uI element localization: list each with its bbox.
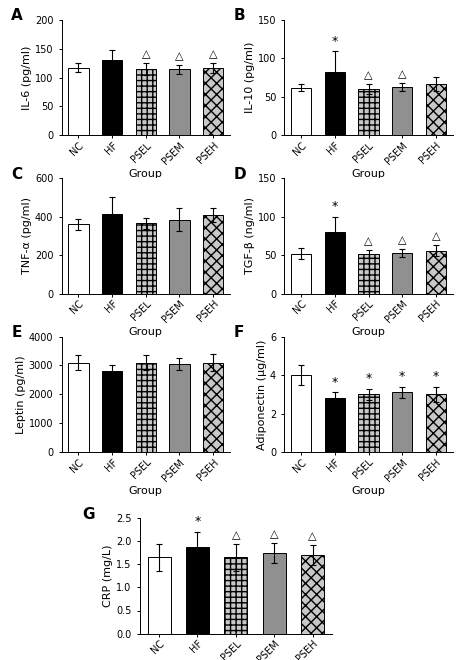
- Bar: [358, 395, 379, 452]
- Bar: [325, 398, 345, 452]
- Bar: [102, 214, 122, 294]
- Text: △: △: [175, 51, 183, 61]
- Bar: [169, 220, 190, 294]
- Text: △: △: [309, 531, 317, 541]
- X-axis label: Group: Group: [129, 169, 163, 179]
- Bar: [426, 84, 446, 135]
- Bar: [68, 68, 89, 135]
- Bar: [358, 89, 379, 135]
- Bar: [392, 86, 412, 135]
- Bar: [263, 552, 286, 634]
- Bar: [392, 393, 412, 452]
- Text: D: D: [234, 166, 246, 182]
- Text: *: *: [332, 35, 338, 48]
- Y-axis label: IL-10 (pg/ml): IL-10 (pg/ml): [245, 42, 255, 114]
- Bar: [426, 395, 446, 452]
- Bar: [426, 251, 446, 294]
- Y-axis label: Adiponectin (µg/ml): Adiponectin (µg/ml): [257, 339, 267, 449]
- X-axis label: Group: Group: [129, 486, 163, 496]
- Bar: [136, 362, 156, 452]
- Text: △: △: [398, 236, 406, 246]
- Text: △: △: [270, 529, 278, 539]
- Text: *: *: [332, 376, 338, 389]
- Bar: [169, 69, 190, 135]
- Y-axis label: IL-6 (pg/ml): IL-6 (pg/ml): [22, 46, 32, 110]
- Text: *: *: [433, 370, 439, 383]
- Bar: [186, 546, 209, 634]
- Text: *: *: [365, 372, 372, 385]
- Text: *: *: [332, 200, 338, 213]
- Bar: [102, 371, 122, 452]
- Text: △: △: [432, 232, 440, 242]
- Bar: [68, 224, 89, 294]
- Bar: [291, 375, 311, 452]
- Bar: [291, 88, 311, 135]
- Text: G: G: [82, 507, 95, 521]
- Text: C: C: [11, 166, 22, 182]
- Text: △: △: [398, 69, 406, 79]
- Text: △: △: [365, 70, 373, 81]
- Text: △: △: [142, 50, 150, 59]
- Text: △: △: [365, 236, 373, 246]
- Bar: [102, 60, 122, 135]
- Bar: [203, 214, 223, 294]
- X-axis label: Group: Group: [129, 327, 163, 337]
- Bar: [392, 253, 412, 294]
- Bar: [136, 224, 156, 294]
- Text: *: *: [399, 370, 405, 383]
- Text: B: B: [234, 9, 246, 23]
- Text: △: △: [209, 49, 217, 59]
- Y-axis label: TNF-α (pg/ml): TNF-α (pg/ml): [22, 197, 32, 275]
- Text: *: *: [194, 515, 201, 529]
- Y-axis label: TGF-β (ng/ml): TGF-β (ng/ml): [245, 197, 255, 275]
- Bar: [147, 557, 171, 634]
- Text: F: F: [234, 325, 244, 340]
- Bar: [203, 68, 223, 135]
- Bar: [68, 362, 89, 452]
- Y-axis label: CRP (mg/L): CRP (mg/L): [103, 544, 113, 607]
- Bar: [169, 364, 190, 452]
- Bar: [325, 72, 345, 135]
- X-axis label: Group: Group: [352, 169, 385, 179]
- Bar: [136, 69, 156, 135]
- Y-axis label: Leptin (pg/ml): Leptin (pg/ml): [16, 355, 26, 434]
- X-axis label: Group: Group: [352, 486, 385, 496]
- X-axis label: Group: Group: [352, 327, 385, 337]
- Text: E: E: [11, 325, 21, 340]
- Text: A: A: [11, 9, 23, 23]
- Bar: [224, 557, 247, 634]
- Bar: [291, 253, 311, 294]
- Bar: [203, 362, 223, 452]
- Bar: [301, 555, 324, 634]
- Bar: [325, 232, 345, 294]
- Text: △: △: [232, 530, 240, 540]
- Bar: [358, 253, 379, 294]
